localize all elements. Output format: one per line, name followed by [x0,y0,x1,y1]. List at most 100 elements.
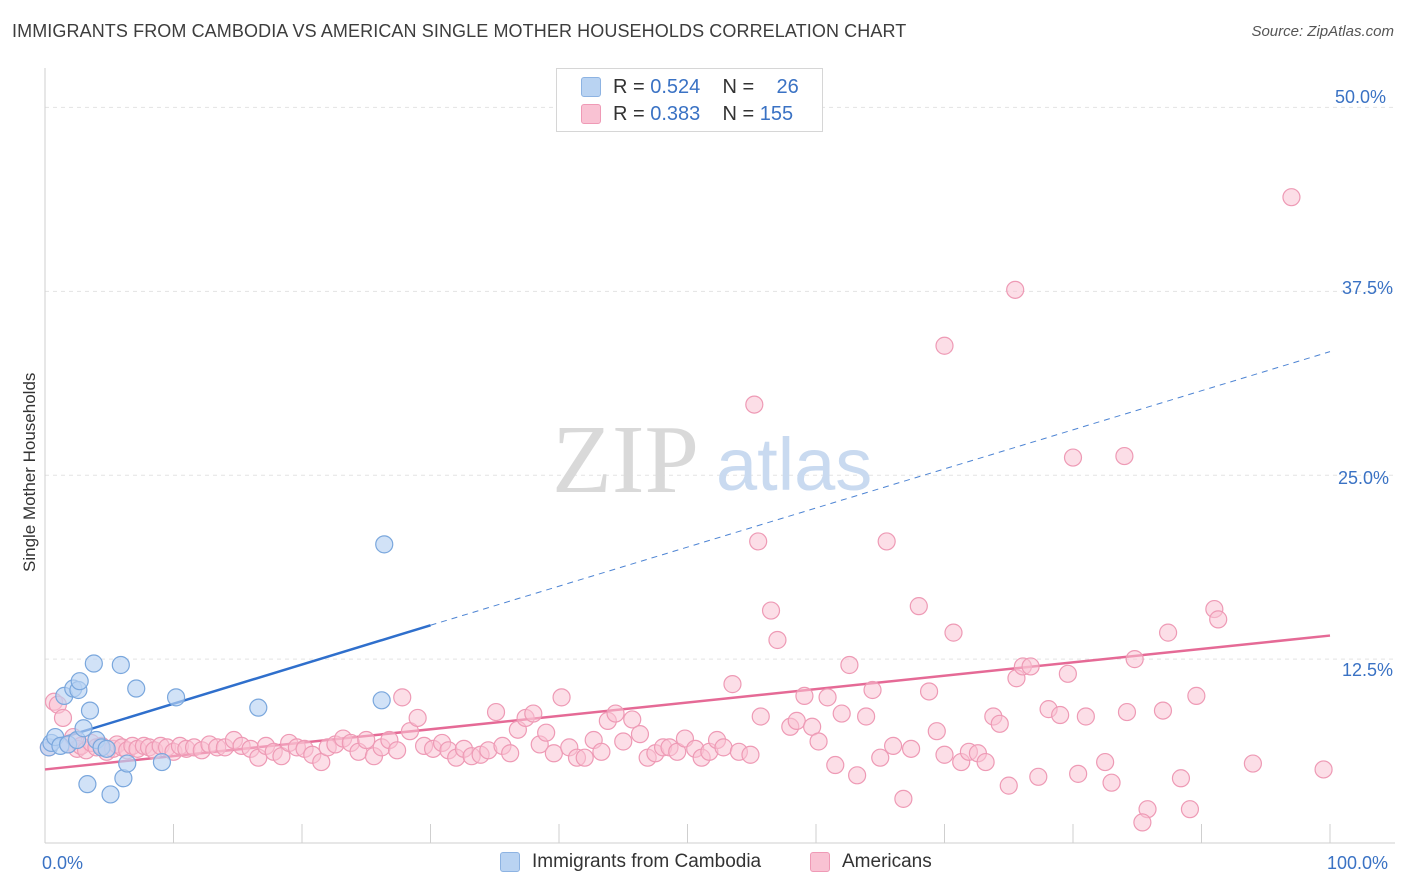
data-point-americans [990,714,1009,733]
data-point-americans [552,688,571,707]
legend-item-cambodia: Immigrants from Cambodia [500,851,761,873]
data-point-americans [877,532,896,551]
data-point-americans [1051,705,1070,725]
y-tick-label-50: 50.0% [1335,87,1387,107]
trend-line-cambodia [44,624,431,745]
legend-swatch-pink [810,852,830,872]
data-point-americans [741,745,760,764]
data-point-americans [894,789,913,808]
data-point-americans [1063,448,1083,467]
data-point-americans [1153,701,1173,720]
data-point-americans [832,704,851,723]
data-point-americans [575,748,594,767]
data-point-cambodia [111,655,130,675]
r-label: R = [613,75,645,98]
data-point-americans [999,776,1018,795]
data-point-americans [883,736,903,756]
data-point-americans [919,682,939,701]
data-point-americans [393,688,412,707]
data-point-americans [1096,752,1115,772]
x-tick-label-min: 0.0% [42,853,84,873]
data-point-americans [1125,650,1144,669]
grid-lines [45,106,1395,660]
data-point-americans [1209,610,1228,629]
legend-label-americans: Americans [842,851,932,872]
data-point-americans [1171,769,1191,788]
data-point-americans [592,742,611,761]
data-point-americans [1021,657,1040,676]
data-point-cambodia [166,688,186,707]
data-point-americans [1117,702,1137,722]
legend-item-americans: Americans [810,851,932,873]
data-point-americans [745,395,764,414]
data-point-americans [1102,773,1121,792]
data-point-americans [387,741,407,760]
data-point-americans [761,601,781,620]
data-point-americans [901,739,921,758]
data-point-americans [1029,767,1048,786]
data-point-americans [53,708,73,728]
data-point-americans [714,738,733,757]
data-point-americans [935,745,954,764]
watermark: ZIP atlas [552,406,872,514]
data-point-cambodia [74,719,93,738]
legend-swatch-blue [581,77,601,97]
n-value: 155 [759,102,794,125]
data-point-americans [871,748,890,767]
data-point-americans [524,704,543,723]
n-value: 26 [776,75,799,98]
data-point-americans [840,655,859,675]
data-point-americans [787,711,806,730]
data-point-americans [1058,664,1077,683]
data-point-americans [1187,686,1206,705]
data-point-americans [751,707,770,726]
data-point-cambodia [372,691,391,710]
data-point-americans [723,675,742,694]
legend-label-cambodia: Immigrants from Cambodia [532,851,762,872]
data-point-cambodia [78,775,97,794]
data-point-americans [927,722,946,741]
data-point-americans [1243,754,1263,773]
legend-swatch-blue [500,852,520,872]
data-point-cambodia [84,654,103,673]
data-point-cambodia [97,739,116,758]
y-tick-label-12-5: 12.5% [1342,660,1394,680]
data-point-americans [1314,760,1333,779]
data-point-americans [818,688,837,707]
data-point-cambodia [80,701,100,720]
data-point-americans [486,702,506,722]
data-point-americans [976,752,995,772]
data-point-americans [614,732,633,751]
data-point-americans [935,336,954,355]
data-point-americans [768,630,787,650]
stats-legend: R = 0.524 N = 26 R = 0.383 N = 155 [556,68,823,132]
data-point-cambodia [118,754,137,773]
data-point-cambodia [152,752,172,772]
n-label: N = [722,102,755,125]
axes [44,68,1395,844]
data-point-americans [1282,188,1301,207]
watermark-atlas: atlas [716,423,872,506]
data-point-americans [630,725,650,744]
data-point-americans [749,532,768,551]
data-point-americans [826,755,845,775]
data-point-americans [1115,446,1134,466]
data-point-americans [1006,280,1025,299]
data-point-americans [606,704,625,723]
data-point-cambodia [249,698,268,717]
y-tick-label-25: 25.0% [1338,468,1390,488]
data-point-americans [863,680,882,700]
data-point-americans [809,732,828,751]
data-point-americans [501,744,520,763]
y-axis-label: Single Mother Households [20,372,39,572]
data-point-cambodia [127,679,146,698]
data-point-americans [795,686,814,705]
y-tick-label-37-5: 37.5% [1342,278,1394,298]
data-point-americans [544,744,563,763]
data-point-americans [909,597,928,616]
source-note: Source: ZipAtlas.com [1251,23,1394,40]
data-point-americans [1069,764,1088,783]
data-point-cambodia [70,672,89,691]
data-point-cambodia [375,535,394,554]
